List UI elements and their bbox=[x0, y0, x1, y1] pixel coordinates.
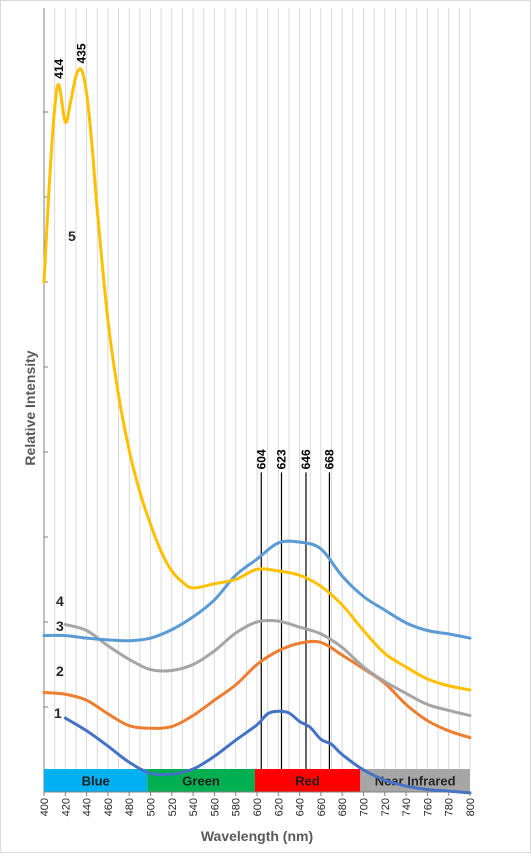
series-line-5 bbox=[42, 67, 472, 692]
series-line-3 bbox=[63, 619, 472, 717]
x-tick-label: 700 bbox=[359, 798, 371, 816]
x-tick-label: 440 bbox=[82, 798, 94, 816]
peak-label-646: 646 bbox=[299, 449, 313, 469]
x-tick-label: 420 bbox=[60, 798, 72, 816]
x-tick-label: 600 bbox=[252, 798, 264, 816]
x-tick-label: 780 bbox=[444, 798, 456, 816]
x-tick-label: 640 bbox=[295, 798, 307, 816]
x-tick-label: 680 bbox=[337, 798, 349, 816]
series-line-1 bbox=[63, 709, 472, 795]
band-near-infrared bbox=[360, 769, 470, 792]
x-tick-label: 400 bbox=[39, 798, 51, 816]
series-labels: 1 2 3 4 5 bbox=[54, 228, 76, 721]
peak-label-623: 623 bbox=[274, 449, 288, 469]
band-label: Red bbox=[295, 774, 320, 789]
band-blue bbox=[44, 769, 148, 792]
series-label-5: 5 bbox=[68, 228, 76, 244]
x-tick-label: 460 bbox=[103, 798, 115, 816]
grid-lines bbox=[43, 8, 471, 771]
x-tick-label: 620 bbox=[273, 798, 285, 816]
x-tick-label: 540 bbox=[188, 798, 200, 816]
x-axis-ticks: 400 420 440 460 480 500 520 540 560 580 600 620 640 6… bbox=[39, 792, 477, 816]
peak-label-435: 435 bbox=[74, 43, 88, 63]
peak-label-668: 668 bbox=[322, 449, 336, 469]
x-tick-label: 660 bbox=[316, 798, 328, 816]
x-tick-label: 480 bbox=[124, 798, 136, 816]
x-axis-label: Wavelength (nm) bbox=[201, 828, 313, 844]
series-line-2 bbox=[42, 639, 472, 740]
peak-label-604: 604 bbox=[254, 449, 268, 469]
series-line-4 bbox=[42, 539, 472, 643]
color-bands: Blue Green Red Near Infrared bbox=[44, 769, 470, 793]
x-tick-label: 520 bbox=[167, 798, 179, 816]
x-tick-label: 740 bbox=[401, 798, 413, 816]
band-label: Green bbox=[182, 774, 220, 789]
x-tick-label: 580 bbox=[231, 798, 243, 816]
x-tick-label: 800 bbox=[465, 798, 477, 816]
peak-label-414: 414 bbox=[52, 58, 66, 78]
series-label-4: 4 bbox=[56, 593, 64, 609]
series-label-1: 1 bbox=[54, 705, 62, 721]
x-tick-label: 760 bbox=[422, 798, 434, 816]
x-tick-label: 720 bbox=[380, 798, 392, 816]
band-red bbox=[254, 769, 361, 792]
series-label-2: 2 bbox=[56, 663, 64, 679]
x-tick-label: 560 bbox=[209, 798, 221, 816]
band-label: Blue bbox=[82, 774, 110, 789]
y-axis-label: Relative Intensity bbox=[22, 350, 38, 465]
series-label-3: 3 bbox=[56, 618, 64, 634]
series-lines bbox=[42, 67, 472, 795]
x-tick-label: 500 bbox=[146, 798, 158, 816]
